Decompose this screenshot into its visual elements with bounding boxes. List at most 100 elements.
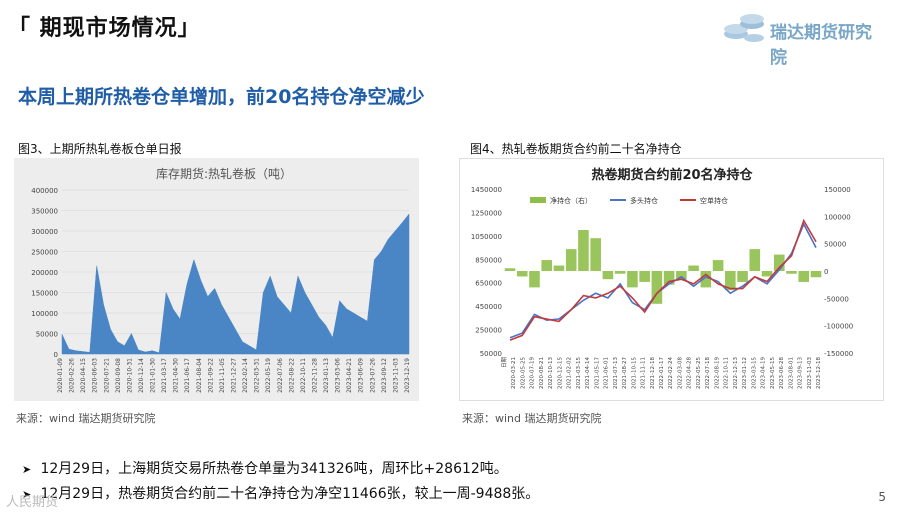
x-tick-label: 2021-08-04 [196, 358, 203, 393]
net-position-bar [749, 249, 761, 271]
x-tick-label: 2023-05-15 [770, 357, 776, 389]
y-right-tick-label: -50000 [824, 295, 849, 303]
y-tick-label: 300000 [31, 228, 58, 236]
x-tick-label: 2021-11-11 [641, 357, 647, 389]
x-tick-label: 2023-11-03 [392, 358, 399, 393]
right-chart-caption: 图4、热轧卷板期货合约前二十名净持仓 [470, 142, 682, 156]
left-chart-title: 库存期货:热轧卷板（吨） [156, 166, 292, 181]
x-tick-label: 2023-06-28 [779, 357, 785, 389]
net-position-bar [688, 265, 699, 271]
net-position-bar [639, 271, 650, 282]
page-number: 5 [878, 490, 886, 504]
y-left-tick-label: 650000 [475, 280, 502, 288]
x-tick-label: 2023-12-19 [404, 358, 411, 393]
net-position-bar [676, 271, 687, 280]
y-tick-label: 400000 [31, 187, 58, 195]
net-position-bar [737, 271, 748, 282]
brand-name: 瑞达期货研究院 [770, 23, 872, 68]
y-right-tick-label: -150000 [824, 350, 853, 358]
x-tick-label: 2022-04-28 [687, 357, 693, 389]
x-tick-label: 2020-09-08 [115, 358, 122, 393]
y-left-tick-label: 250000 [475, 327, 502, 335]
x-tick-label: 2021-08-27 [622, 357, 628, 389]
long-position-line [509, 222, 817, 339]
net-position-bar [712, 260, 724, 271]
x-tick-label: 2021-06-01 [604, 357, 610, 389]
x-tick-label: 2020-04-15 [80, 358, 87, 393]
x-tick-label: 2021-07-13 [613, 357, 619, 389]
x-tick-label: 2021-01-30 [150, 358, 157, 393]
y-left-tick-label: 1450000 [471, 186, 502, 194]
x-tick-label: 2023-12-18 [816, 357, 822, 389]
bullet-2: ➤ 12月29日，热卷期货合约前二十名净持仓为净空11466张，较上一周-948… [22, 483, 539, 503]
y-tick-label: 50000 [36, 331, 58, 339]
y-right-tick-label: -100000 [824, 323, 853, 331]
left-chart-source: 来源：wind 瑞达期货研究院 [16, 412, 156, 425]
y-right-tick-label: 50000 [824, 241, 846, 249]
x-tick-label: 2021-04-14 [585, 357, 591, 389]
x-tick-label: 2023-03-15 [751, 357, 757, 389]
right-chart-source: 来源：wind 瑞达期货研究院 [462, 412, 602, 425]
x-tick-label: 2020-08-21 [539, 357, 545, 389]
x-tick-label: 2021-03-17 [161, 358, 168, 393]
right-chart-panel: 热卷期货合约前20名净持仓 1450000 1250000 1050000 85000… [459, 158, 884, 401]
net-position-bar [541, 260, 553, 271]
y-right-tick-label: 0 [824, 268, 828, 276]
x-tick-label: 2022-05-25 [696, 357, 702, 389]
y-tick-label: 350000 [31, 208, 58, 216]
x-tick-label: 2020-02-26 [69, 358, 76, 393]
net-position-bar [700, 271, 712, 288]
x-tick-label: 2021-10-15 [631, 357, 637, 389]
net-position-bar [578, 230, 589, 271]
legend-label: 空单持仓 [700, 196, 728, 205]
x-tick-label: 2021-12-18 [650, 357, 656, 389]
x-tick-label: 2020-06-03 [92, 358, 99, 393]
coins-icon [724, 14, 764, 42]
x-tick-label: 2022-11-28 [311, 358, 318, 393]
y-left-tick-label: 1050000 [471, 233, 502, 241]
net-position-bar [810, 271, 822, 278]
headline: 本周上期所热卷仓单增加，前20名持仓净空减少 [18, 86, 425, 108]
x-tick-label: 2021-05-17 [594, 357, 600, 389]
left-chart-caption: 图3、上期所热轧卷板仓单日报 [18, 142, 182, 156]
legend-label: 净持仓（右） [550, 196, 592, 205]
x-tick-label: 2022-08-19 [714, 357, 720, 389]
x-tick-label: 2022-10-11 [724, 357, 730, 389]
y-tick-label: 200000 [31, 269, 58, 277]
net-position-bar [663, 271, 675, 285]
x-tick-label: 2022-12-13 [733, 357, 739, 389]
x-tick-label: 2023-11-03 [807, 357, 813, 389]
net-position-bar [565, 249, 577, 271]
net-position-bar [504, 268, 516, 271]
y-left-tick-label: 1250000 [471, 209, 502, 217]
left-chart-panel: 库存期货:热轧卷板（吨） 400000 350000 300000 250000 200… [14, 158, 419, 401]
x-tick-label: 2023-04-21 [346, 358, 353, 393]
y-tick-label: 100000 [31, 310, 58, 318]
x-tick-label: 2023-09-12 [381, 358, 388, 393]
bullet-text: 12月29日，热卷期货合约前二十名净持仓为净空11466张，较上一周-9488张… [40, 486, 540, 502]
x-tick-label: 2020-10-31 [126, 358, 133, 393]
page-title: 「 期现市场情况」 [8, 16, 201, 41]
legend-swatch [530, 197, 546, 203]
y-left-tick-label: 50000 [480, 350, 502, 358]
net-position-chart: 热卷期货合约前20名净持仓 1450000 1250000 1050000 85000… [471, 167, 853, 389]
watermark: 人民期货 [6, 495, 59, 510]
x-tick-label: 2022-08-22 [288, 358, 295, 393]
arrow-icon: ➤ [22, 463, 32, 476]
x-tick-label: 2023-01-13 [323, 358, 330, 393]
y-tick-label: 150000 [31, 290, 58, 298]
x-tick-label: 日期 [501, 357, 508, 369]
legend-label: 多头持仓 [630, 196, 658, 205]
net-position-bar [627, 271, 638, 288]
brand-logo: 瑞达期货研究院 [718, 10, 888, 68]
short-position-line [509, 218, 817, 341]
x-tick-label: 2020-05-25 [520, 357, 526, 389]
x-tick-label: 2023-04-19 [761, 357, 767, 389]
x-tick-label: 2022-03-08 [677, 357, 683, 389]
arrow-icon: ➤ [22, 488, 32, 501]
net-position-bar [773, 254, 785, 271]
net-position-bar [651, 271, 663, 304]
net-position-bar [614, 271, 626, 274]
x-tick-label: 2023-08-01 [788, 357, 794, 389]
x-tick-label: 2021-11-05 [219, 358, 226, 393]
